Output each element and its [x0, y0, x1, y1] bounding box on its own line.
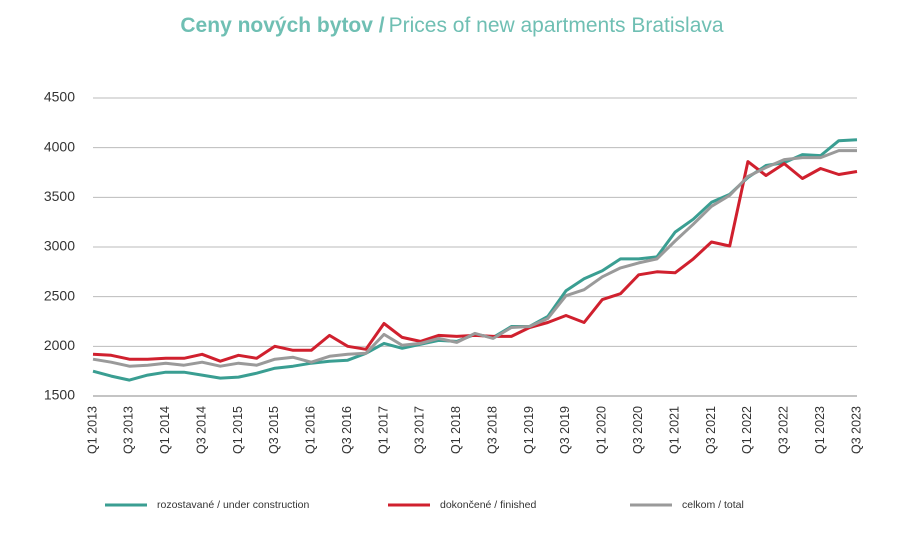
- x-tick-label: Q1 2018: [449, 406, 463, 454]
- legend-label: dokončené / finished: [440, 499, 536, 511]
- x-tick-label: Q3 2019: [558, 406, 572, 454]
- x-tick-label: Q1 2022: [740, 406, 754, 454]
- x-tick-label: Q3 2023: [849, 406, 863, 454]
- series-line: [92, 149, 857, 368]
- x-tick-label: Q3 2014: [194, 406, 208, 454]
- x-tick-label: Q3 2022: [777, 406, 791, 454]
- y-tick-label: 4000: [44, 138, 75, 154]
- x-tick-label: Q1 2020: [595, 406, 609, 454]
- y-tick-label: 2500: [44, 287, 75, 303]
- title-main: Ceny nových bytov /: [180, 14, 384, 37]
- x-tick-label: Q1 2023: [813, 406, 827, 454]
- series-line: [92, 160, 858, 363]
- x-tick-label: Q1 2016: [304, 406, 318, 454]
- series-line: [92, 138, 858, 382]
- x-tick-label: Q3 2020: [631, 406, 645, 454]
- x-tick-label: Q1 2021: [667, 406, 681, 454]
- legend-label: celkom / total: [682, 499, 744, 511]
- legend-label: rozostavané / under construction: [157, 499, 309, 511]
- chart-title: Ceny nových bytov / Prices of new apartme…: [180, 14, 724, 37]
- y-tick-label: 3000: [44, 238, 75, 254]
- x-tick-label: Q3 2013: [122, 406, 136, 454]
- x-tick-label: Q1 2019: [522, 406, 536, 454]
- y-tick-label: 4500: [44, 89, 75, 105]
- x-tick-label: Q1 2015: [231, 406, 245, 454]
- x-tick-label: Q1 2013: [85, 406, 99, 454]
- x-tick-label: Q3 2015: [267, 406, 281, 454]
- x-tick-label: Q3 2021: [704, 406, 718, 454]
- x-tick-label: Q3 2017: [413, 406, 427, 454]
- x-tick-label: Q3 2018: [485, 406, 499, 454]
- y-tick-label: 3500: [44, 188, 75, 204]
- y-tick-label: 1500: [44, 387, 75, 403]
- title-sub: Prices of new apartments Bratislava: [389, 14, 724, 37]
- x-tick-label: Q1 2014: [158, 406, 172, 454]
- y-tick-label: 2000: [44, 337, 75, 353]
- x-tick-label: Q1 2017: [376, 406, 390, 454]
- x-tick-label: Q3 2016: [340, 406, 354, 454]
